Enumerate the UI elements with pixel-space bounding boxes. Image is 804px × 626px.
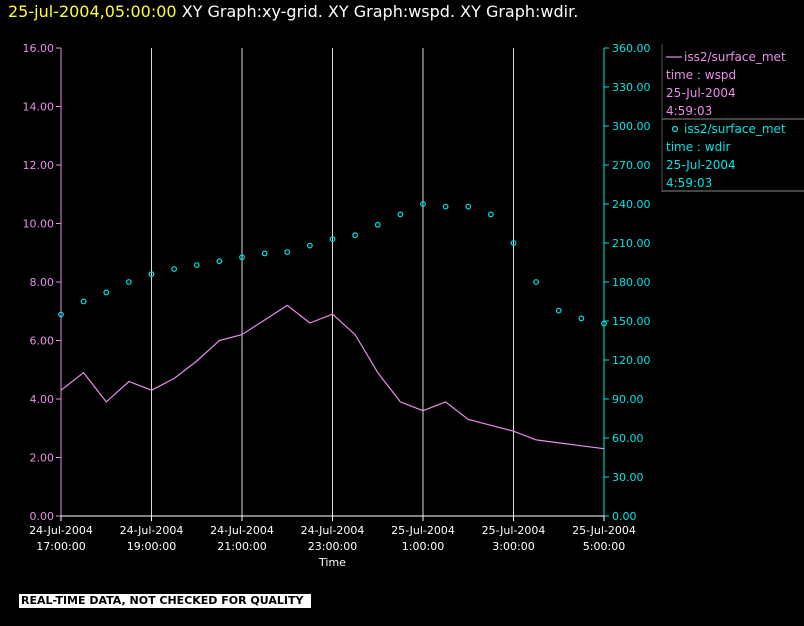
- wdir-point: [216, 258, 223, 265]
- wdir-point: [420, 201, 426, 207]
- x-axis-label: Time: [318, 556, 346, 569]
- wdir-point: [193, 262, 200, 269]
- wdir-point: [442, 203, 449, 210]
- left-tick-label: 10.00: [23, 218, 55, 231]
- left-tick-label: 6.00: [30, 335, 55, 348]
- x-tick-time: 5:00:00: [583, 540, 625, 553]
- wdir-point: [171, 266, 178, 272]
- right-tick-label: 150.00: [612, 315, 651, 328]
- left-tick-label: 12.00: [23, 159, 55, 172]
- left-tick-label: 14.00: [23, 101, 55, 114]
- wdir-point: [329, 236, 336, 243]
- x-tick-time: 17:00:00: [36, 540, 85, 553]
- wdir-point: [510, 240, 517, 246]
- wdir-point: [397, 211, 404, 218]
- wdir-point: [284, 249, 291, 256]
- x-tick-time: 23:00:00: [308, 540, 357, 553]
- right-tick-label: 30.00: [612, 471, 644, 484]
- wdir-point: [487, 211, 494, 218]
- right-tick-label: 180.00: [612, 276, 651, 289]
- legend-circle-icon: [671, 125, 679, 133]
- legend-text: iss2/surface_met: [684, 122, 786, 136]
- left-tick-label: 8.00: [30, 276, 55, 289]
- wdir-point: [578, 315, 585, 322]
- wdir-point: [555, 307, 562, 314]
- x-tick-time: 19:00:00: [127, 540, 176, 553]
- x-tick-date: 24-Jul-2004: [210, 524, 274, 537]
- wdir-point: [103, 289, 110, 296]
- right-tick-label: 360.00: [612, 42, 651, 55]
- right-tick-label: 300.00: [612, 120, 651, 133]
- wspd-series-line: [60, 304, 605, 450]
- graph-timestamp: 25-jul-2004,05:00:00: [8, 2, 177, 21]
- legend-text: 4:59:03: [666, 104, 713, 118]
- left-tick-label: 4.00: [30, 393, 55, 406]
- right-tick-label: 60.00: [612, 432, 644, 445]
- wdir-point: [261, 250, 268, 257]
- legend-text: time : wspd: [666, 68, 737, 82]
- right-tick-label: 240.00: [612, 198, 651, 211]
- legend-text: time : wdir: [666, 140, 731, 154]
- right-tick-label: 90.00: [612, 393, 644, 406]
- x-tick-time: 1:00:00: [402, 540, 444, 553]
- wdir-point: [125, 279, 132, 285]
- wdir-point: [239, 254, 245, 261]
- wdir-point: [374, 221, 381, 228]
- wdir-series: [58, 201, 607, 327]
- right-tick-label: 120.00: [612, 354, 651, 367]
- wdir-point: [533, 279, 540, 285]
- legend-text: 4:59:03: [666, 176, 713, 190]
- right-tick-label: 270.00: [612, 159, 651, 172]
- graph-titles: XY Graph:xy-grid. XY Graph:wspd. XY Grap…: [181, 2, 579, 21]
- wdir-point: [80, 298, 87, 305]
- x-tick-date: 24-Jul-2004: [301, 524, 365, 537]
- x-tick-date: 25-Jul-2004: [482, 524, 546, 537]
- left-tick-label: 0.00: [30, 510, 55, 523]
- legend-text: 25-Jul-2004: [666, 86, 736, 100]
- x-tick-time: 21:00:00: [217, 540, 266, 553]
- legend-text: 25-Jul-2004: [666, 158, 736, 172]
- left-tick-label: 16.00: [23, 42, 55, 55]
- x-tick-date: 25-Jul-2004: [391, 524, 455, 537]
- x-tick-date: 25-Jul-2004: [572, 524, 636, 537]
- right-tick-label: 210.00: [612, 237, 651, 250]
- x-tick-date: 24-Jul-2004: [29, 524, 93, 537]
- wdir-point: [306, 242, 313, 249]
- quality-disclaimer: REAL-TIME DATA, NOT CHECKED FOR QUALITY: [19, 594, 311, 608]
- wdir-point: [601, 320, 607, 327]
- legend-text: iss2/surface_met: [684, 50, 786, 64]
- x-tick-time: 3:00:00: [492, 540, 534, 553]
- right-tick-label: 330.00: [612, 81, 651, 94]
- x-tick-date: 24-Jul-2004: [120, 524, 184, 537]
- wdir-point: [148, 271, 155, 278]
- right-tick-label: 0.00: [612, 510, 637, 523]
- left-tick-label: 2.00: [30, 452, 55, 465]
- wdir-point: [465, 203, 472, 210]
- graph-title-bar: 25-jul-2004,05:00:00 XY Graph:xy-grid. X…: [8, 2, 578, 21]
- wdir-point: [58, 311, 64, 318]
- wdir-point: [352, 232, 359, 239]
